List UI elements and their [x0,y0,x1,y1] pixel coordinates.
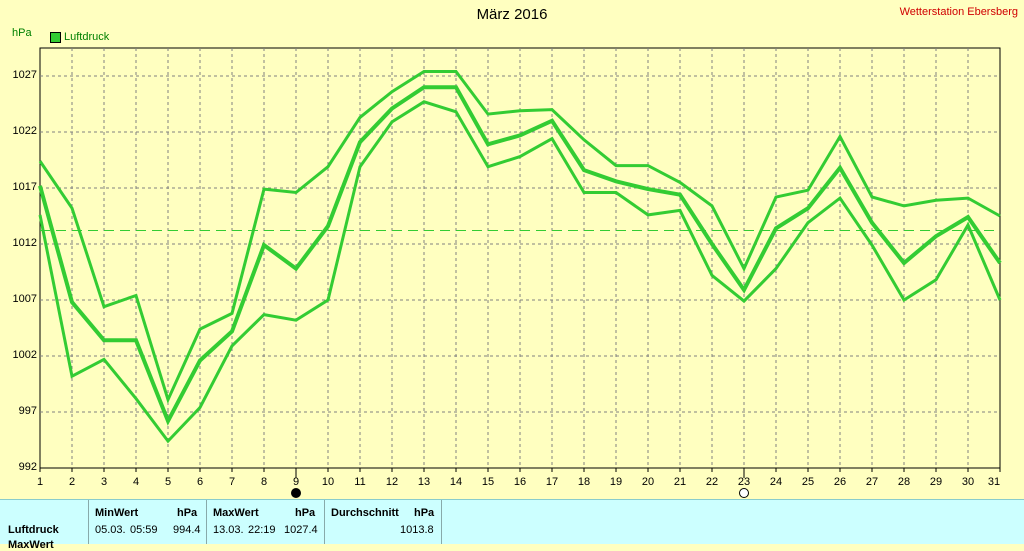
x-tick-label: 12 [385,476,399,488]
min-cell: MinWert hPa 05.03. 05:59 994.4 [88,500,206,544]
avg-unit: hPa [414,507,435,519]
x-tick-label: 18 [577,476,591,488]
x-tick-label: 17 [545,476,559,488]
x-tick-label: 5 [164,476,172,488]
stats-panel: MinWert hPa 05.03. 05:59 994.4 MaxWert h… [0,499,1024,551]
series-layer [38,70,1002,444]
avg-cell: Durchschnitt hPa 1013.8 [324,500,442,544]
y-axis-unit: hPa [12,27,32,39]
x-tick-label: 4 [132,476,140,488]
station-name: Wetterstation Ebersberg [899,6,1018,18]
x-tick-label: 2 [68,476,76,488]
x-tick-label: 1 [36,476,44,488]
chart-title: März 2016 [476,6,548,23]
y-tick-label: 1027 [12,69,37,81]
min-time: 05:59 [130,524,158,536]
new-moon-icon [739,488,749,498]
x-tick-label: 22 [705,476,719,488]
avg-value: 1013.8 [400,524,434,536]
full-moon-icon [291,488,301,498]
max-header: MaxWert [213,507,259,519]
x-tick-label: 30 [961,476,975,488]
legend-swatch [50,31,61,43]
x-tick-label: 9 [292,476,300,488]
x-tick-label: 14 [449,476,463,488]
max-value: 1027.4 [284,524,318,536]
x-tick-label: 23 [737,476,751,488]
max-cell: MaxWert hPa 13.03. 22:19 1027.4 [206,500,324,544]
x-tick-label: 20 [641,476,655,488]
max-unit: hPa [295,507,316,519]
x-tick-label: 19 [609,476,623,488]
max-date: 13.03. [213,524,244,536]
y-tick-label: 992 [18,461,37,473]
grid [39,48,1001,472]
row-label-luftdruck: Luftdruck [8,524,59,536]
x-tick-label: 21 [673,476,687,488]
x-tick-label: 24 [769,476,783,488]
pressure-chart [38,47,1002,498]
avg-header: Durchschnitt [331,507,399,519]
y-tick-label: 1012 [12,237,37,249]
min-header: MinWert [95,507,139,519]
series-line-max [38,70,1001,404]
x-tick-label: 15 [481,476,495,488]
x-tick-label: 31 [987,476,1001,488]
legend: Luftdruck [50,31,109,43]
legend-label: Luftdruck [64,31,110,43]
x-tick-label: 11 [354,476,366,488]
min-unit: hPa [177,507,198,519]
min-date: 05.03. [95,524,126,536]
x-tick-label: 28 [897,476,911,488]
x-tick-label: 7 [228,476,236,488]
series-line-mean [38,85,1002,426]
x-tick-label: 8 [260,476,268,488]
y-tick-label: 1007 [12,293,37,305]
row-label-maxwert: MaxWert [8,539,54,551]
x-tick-label: 3 [100,476,108,488]
y-tick-label: 1017 [12,181,37,193]
y-tick-label: 1002 [12,349,37,361]
min-value: 994.4 [173,524,201,536]
x-tick-label: 29 [929,476,943,488]
series-line-min [38,100,1002,444]
y-tick-label: 997 [18,405,37,417]
x-tick-label: 27 [865,476,879,488]
x-tick-label: 13 [417,476,431,488]
marker-layer [291,468,749,498]
max-time: 22:19 [248,524,276,536]
x-tick-label: 26 [833,476,847,488]
x-tick-label: 16 [513,476,527,488]
x-tick-label: 10 [321,476,335,488]
x-tick-label: 6 [196,476,204,488]
y-tick-label: 1022 [12,125,37,137]
x-tick-label: 25 [801,476,815,488]
